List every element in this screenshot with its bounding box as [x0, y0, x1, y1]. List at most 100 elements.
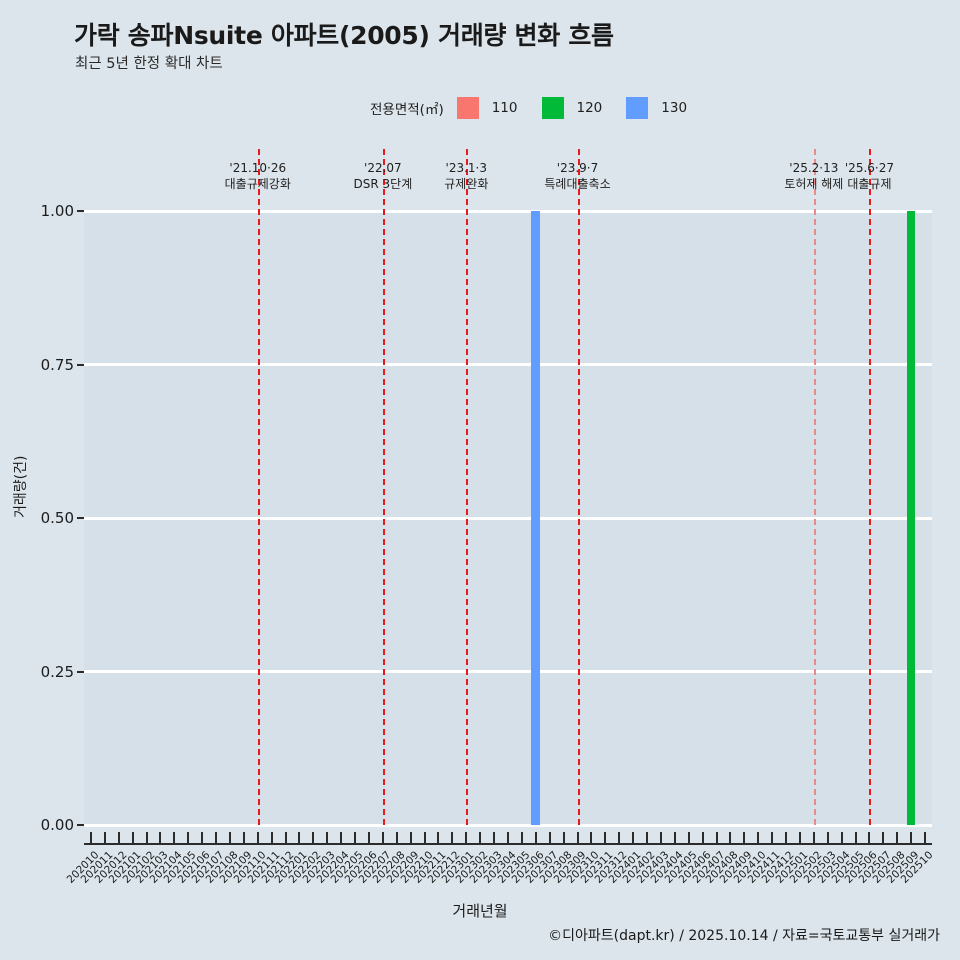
x-tick-mark — [854, 832, 857, 843]
x-tick-mark — [493, 832, 496, 843]
gridline — [84, 670, 932, 673]
legend-title: 전용면적(㎡) — [370, 102, 444, 118]
x-tick-mark — [924, 832, 927, 843]
legend-swatch-icon — [541, 97, 564, 119]
y-tick-label: 1.00 — [40, 202, 74, 220]
y-tick-label: 0.50 — [40, 509, 74, 527]
x-tick-mark — [145, 832, 148, 843]
y-axis-title: 거래량(건) — [13, 455, 29, 518]
event-marker-line — [869, 149, 872, 825]
event-date: '23.9·7 — [556, 161, 599, 175]
x-tick-mark — [103, 832, 106, 843]
x-tick-mark — [117, 832, 120, 843]
x-tick-mark — [228, 832, 231, 843]
x-tick-mark — [618, 832, 621, 843]
y-tick-mark — [77, 210, 84, 212]
x-tick-mark — [632, 832, 635, 843]
x-tick-mark — [201, 832, 204, 843]
x-tick-mark — [659, 832, 662, 843]
event-annotation-label: '23.9·7 특례대출축소 — [544, 160, 610, 192]
event-marker-line — [466, 149, 469, 825]
chart-subtitle: 최근 5년 한정 확대 차트 — [75, 56, 223, 72]
y-tick-mark — [77, 517, 84, 519]
x-tick-mark — [437, 832, 440, 843]
event-marker-line — [577, 149, 580, 825]
x-tick-mark — [882, 832, 885, 843]
event-name: 대출규제강화 — [224, 177, 291, 191]
x-tick-mark — [312, 832, 315, 843]
x-tick-mark — [507, 832, 509, 843]
y-tick-label: 0.25 — [40, 662, 74, 681]
x-tick-mark — [270, 832, 273, 843]
event-annotation-label: '22.07 DSR 3단계 — [354, 160, 413, 192]
x-tick-mark — [298, 832, 301, 843]
x-tick-mark — [812, 832, 815, 843]
x-tick-mark — [187, 832, 190, 843]
footer-credit: ©디아파트(dapt.kr) / 2025.10.14 / 자료=국토교통부 실… — [548, 928, 940, 944]
legend-item[interactable]: 110 — [456, 97, 542, 119]
x-tick-mark — [520, 832, 523, 843]
x-tick-mark — [687, 832, 690, 843]
page-title: 가락 송파Nsuite 아파트(2005) 거래량 변화 흐름 — [74, 21, 614, 50]
x-tick-mark — [757, 832, 760, 843]
x-tick-mark — [590, 832, 593, 843]
x-tick-mark — [395, 832, 398, 843]
event-date: '25.2·13 — [789, 161, 839, 175]
x-tick-mark — [367, 832, 370, 843]
event-date: '23.1·3 — [445, 161, 488, 175]
event-annotation-label: '25.6·27 대출규제 — [845, 160, 894, 192]
legend-item[interactable]: 120 — [541, 97, 627, 119]
y-tick-mark — [77, 363, 84, 366]
x-tick-mark — [354, 832, 357, 843]
x-axis-line — [84, 843, 932, 845]
legend-item-label: 120 — [576, 100, 603, 116]
y-tick-mark — [77, 670, 84, 673]
x-tick-mark — [729, 832, 732, 843]
event-annotation-label: '21.10·26 대출규제강화 — [225, 160, 291, 192]
event-date: '21.10·26 — [229, 161, 287, 175]
x-tick-mark — [548, 832, 551, 843]
legend-swatch-icon — [456, 97, 479, 119]
y-tick-label: 0.75 — [40, 355, 74, 374]
x-tick-mark — [910, 832, 913, 843]
event-name: 규제완화 — [444, 177, 489, 191]
event-name: 특례대출축소 — [544, 177, 611, 191]
x-axis-title: 거래년월 — [452, 902, 508, 920]
x-tick-mark — [326, 832, 329, 843]
event-annotation-label: '25.2·13 토허제 해제 — [784, 160, 843, 192]
x-tick-mark — [785, 832, 788, 843]
x-tick-mark — [479, 832, 482, 843]
bar[interactable] — [531, 211, 541, 825]
x-tick-mark — [215, 832, 218, 843]
x-tick-mark — [534, 832, 537, 843]
x-tick-mark — [840, 832, 843, 843]
legend-item[interactable]: 130 — [626, 97, 687, 119]
y-tick-label: 0.00 — [40, 816, 74, 834]
x-tick-mark — [798, 832, 801, 843]
x-tick-mark — [868, 832, 871, 843]
legend-item-label: 130 — [661, 100, 688, 116]
gridline — [84, 823, 932, 827]
x-tick-mark — [673, 832, 676, 843]
x-tick-mark — [242, 832, 245, 843]
x-tick-mark — [465, 832, 468, 843]
x-tick-mark — [381, 832, 384, 843]
x-tick-mark — [701, 832, 704, 843]
x-tick-mark — [284, 832, 287, 843]
event-annotation-label: '23.1·3 규제완화 — [444, 160, 488, 192]
x-tick-mark — [256, 832, 259, 843]
x-tick-mark — [896, 832, 899, 843]
x-tick-mark — [423, 832, 426, 843]
event-name: 대출규제 — [847, 177, 892, 191]
x-tick-mark — [159, 832, 162, 843]
x-tick-mark — [131, 832, 134, 843]
x-tick-mark — [715, 832, 718, 843]
x-tick-mark — [826, 832, 829, 843]
bar[interactable] — [906, 211, 916, 825]
event-name: DSR 3단계 — [353, 177, 413, 191]
event-name: 토허제 해제 — [784, 177, 844, 191]
gridline — [84, 209, 932, 213]
event-date: '25.6·27 — [844, 161, 894, 175]
legend-item-label: 110 — [491, 100, 518, 116]
